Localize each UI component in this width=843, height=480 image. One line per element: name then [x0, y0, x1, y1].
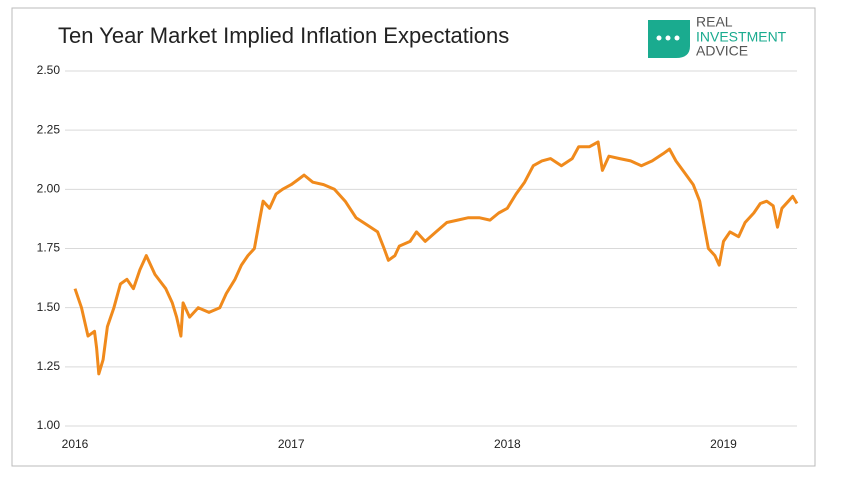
logo-text: REAL — [696, 14, 733, 30]
logo-text: ADVICE — [696, 43, 748, 59]
data-line — [73, 140, 799, 376]
y-tick-label: 1.25 — [37, 359, 61, 373]
y-tick-label: 1.75 — [37, 241, 61, 255]
logo-text: INVESTMENT — [696, 29, 787, 45]
x-tick-label: 2018 — [494, 437, 521, 451]
chart-title: Ten Year Market Implied Inflation Expect… — [58, 23, 509, 48]
x-tick-label: 2017 — [278, 437, 305, 451]
logo-dot — [665, 35, 671, 41]
logo: REAL INVESTMENT ADVICE — [648, 14, 787, 59]
logo-dot — [674, 35, 680, 41]
x-tick-label: 2019 — [710, 437, 737, 451]
logo-dot — [656, 35, 662, 41]
y-tick-label: 1.50 — [37, 300, 61, 314]
y-tick-label: 2.00 — [37, 182, 61, 196]
y-tick-label: 1.00 — [37, 418, 61, 432]
x-tick-label: 2016 — [62, 437, 89, 451]
y-tick-label: 2.25 — [37, 122, 61, 136]
y-tick-label: 2.50 — [37, 63, 61, 77]
